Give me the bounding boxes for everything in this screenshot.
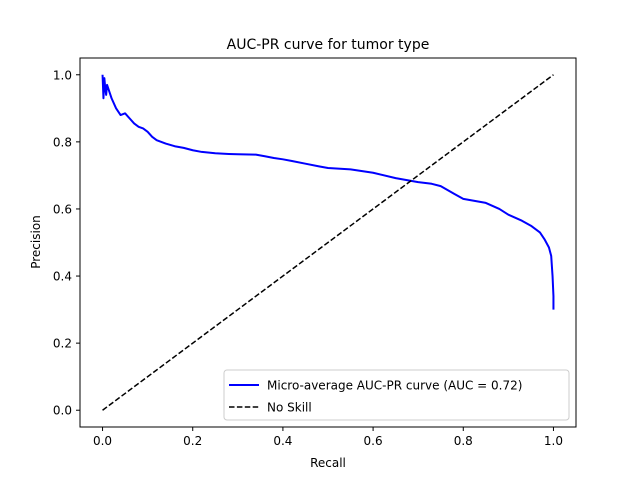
x-tick-label: 0.2	[183, 434, 202, 448]
y-tick-label: 0.6	[53, 202, 72, 216]
x-tick-label: 0.0	[93, 434, 112, 448]
series-line-no-skill	[102, 74, 554, 411]
x-tick-label: 0.8	[454, 434, 473, 448]
legend: Micro-average AUC-PR curve (AUC = 0.72) …	[223, 369, 570, 421]
legend-label-micro-average: Micro-average AUC-PR curve (AUC = 0.72)	[267, 379, 522, 393]
x-tick-label: 1.0	[544, 434, 563, 448]
plot-frame	[79, 57, 577, 428]
y-axis: 0.0 0.2 0.4 0.6 0.8 1.0	[53, 68, 80, 418]
plot-series	[101, 74, 555, 411]
x-axis: 0.0 0.2 0.4 0.6 0.8 1.0	[93, 427, 563, 448]
y-tick-label: 0.4	[53, 270, 72, 284]
y-tick-label: 0.8	[53, 135, 72, 149]
y-axis-title: Precision	[29, 215, 43, 269]
x-tick-label: 0.4	[273, 434, 292, 448]
y-tick-label: 0.0	[53, 404, 72, 418]
chart-title: AUC-PR curve for tumor type	[227, 37, 430, 53]
y-tick-label: 1.0	[53, 68, 72, 82]
legend-label-no-skill: No Skill	[267, 401, 312, 415]
x-tick-label: 0.6	[364, 434, 383, 448]
y-tick-label: 0.2	[53, 337, 72, 351]
series-line-micro-average	[101, 74, 555, 310]
x-axis-title: Recall	[310, 456, 346, 470]
legend-box	[223, 369, 570, 421]
